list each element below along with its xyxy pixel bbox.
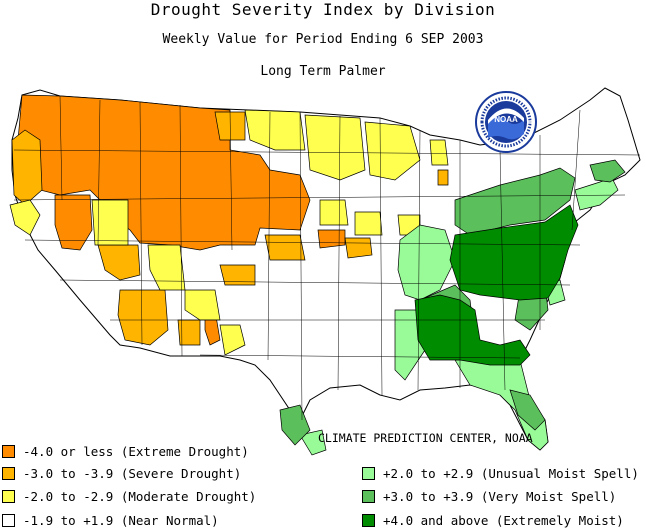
- legend-extreme-drought: -4.0 or less (Extreme Drought): [2, 443, 249, 459]
- map-title: Drought Severity Index by Division: [150, 0, 496, 19]
- map-subtitle: Weekly Value for Period Ending 6 SEP 200…: [162, 32, 484, 47]
- legend-label: +4.0 and above (Extremely Moist): [383, 512, 624, 528]
- extreme-drought-regions: [17, 94, 346, 346]
- extremely-moist-regions: [414, 204, 579, 366]
- legend-swatch: [2, 489, 15, 503]
- index-name: Long Term Palmer: [260, 64, 386, 79]
- noaa-logo-icon: NOAA: [474, 90, 538, 158]
- severe-drought-regions: [11, 111, 449, 346]
- legend-label: -1.9 to +1.9 (Near Normal): [23, 512, 219, 528]
- legend-label: +2.0 to +2.9 (Unusual Moist Spell): [383, 465, 639, 481]
- legend-severe-drought: -3.0 to -3.9 (Severe Drought): [2, 465, 241, 481]
- legend-label: -3.0 to -3.9 (Severe Drought): [23, 465, 242, 481]
- legend-swatch: [2, 444, 15, 458]
- legend-very-moist: +3.0 to +3.9 (Very Moist Spell): [362, 488, 616, 504]
- legend-label: +3.0 to +3.9 (Very Moist Spell): [383, 488, 617, 504]
- legend-extremely-moist: +4.0 and above (Extremely Moist): [362, 512, 624, 528]
- legend-swatch: [362, 489, 375, 503]
- legend-swatch: [362, 466, 375, 480]
- legend-swatch: [2, 466, 15, 480]
- legend-near-normal: -1.9 to +1.9 (Near Normal): [2, 512, 219, 528]
- legend-moderate-drought: -2.0 to -2.9 (Moderate Drought): [2, 488, 256, 504]
- legend-unusual-moist: +2.0 to +2.9 (Unusual Moist Spell): [362, 465, 639, 481]
- division-lines: [13, 95, 641, 421]
- legend-swatch: [362, 513, 375, 527]
- noaa-logo-text: NOAA: [494, 115, 518, 124]
- legend-swatch: [2, 513, 15, 527]
- moderate-drought-regions: [9, 109, 449, 356]
- legend-label: -4.0 or less (Extreme Drought): [23, 443, 249, 459]
- drought-map: [9, 87, 641, 456]
- legend-label: -2.0 to -2.9 (Moderate Drought): [23, 488, 257, 504]
- credit-label: CLIMATE PREDICTION CENTER, NOAA: [318, 431, 533, 445]
